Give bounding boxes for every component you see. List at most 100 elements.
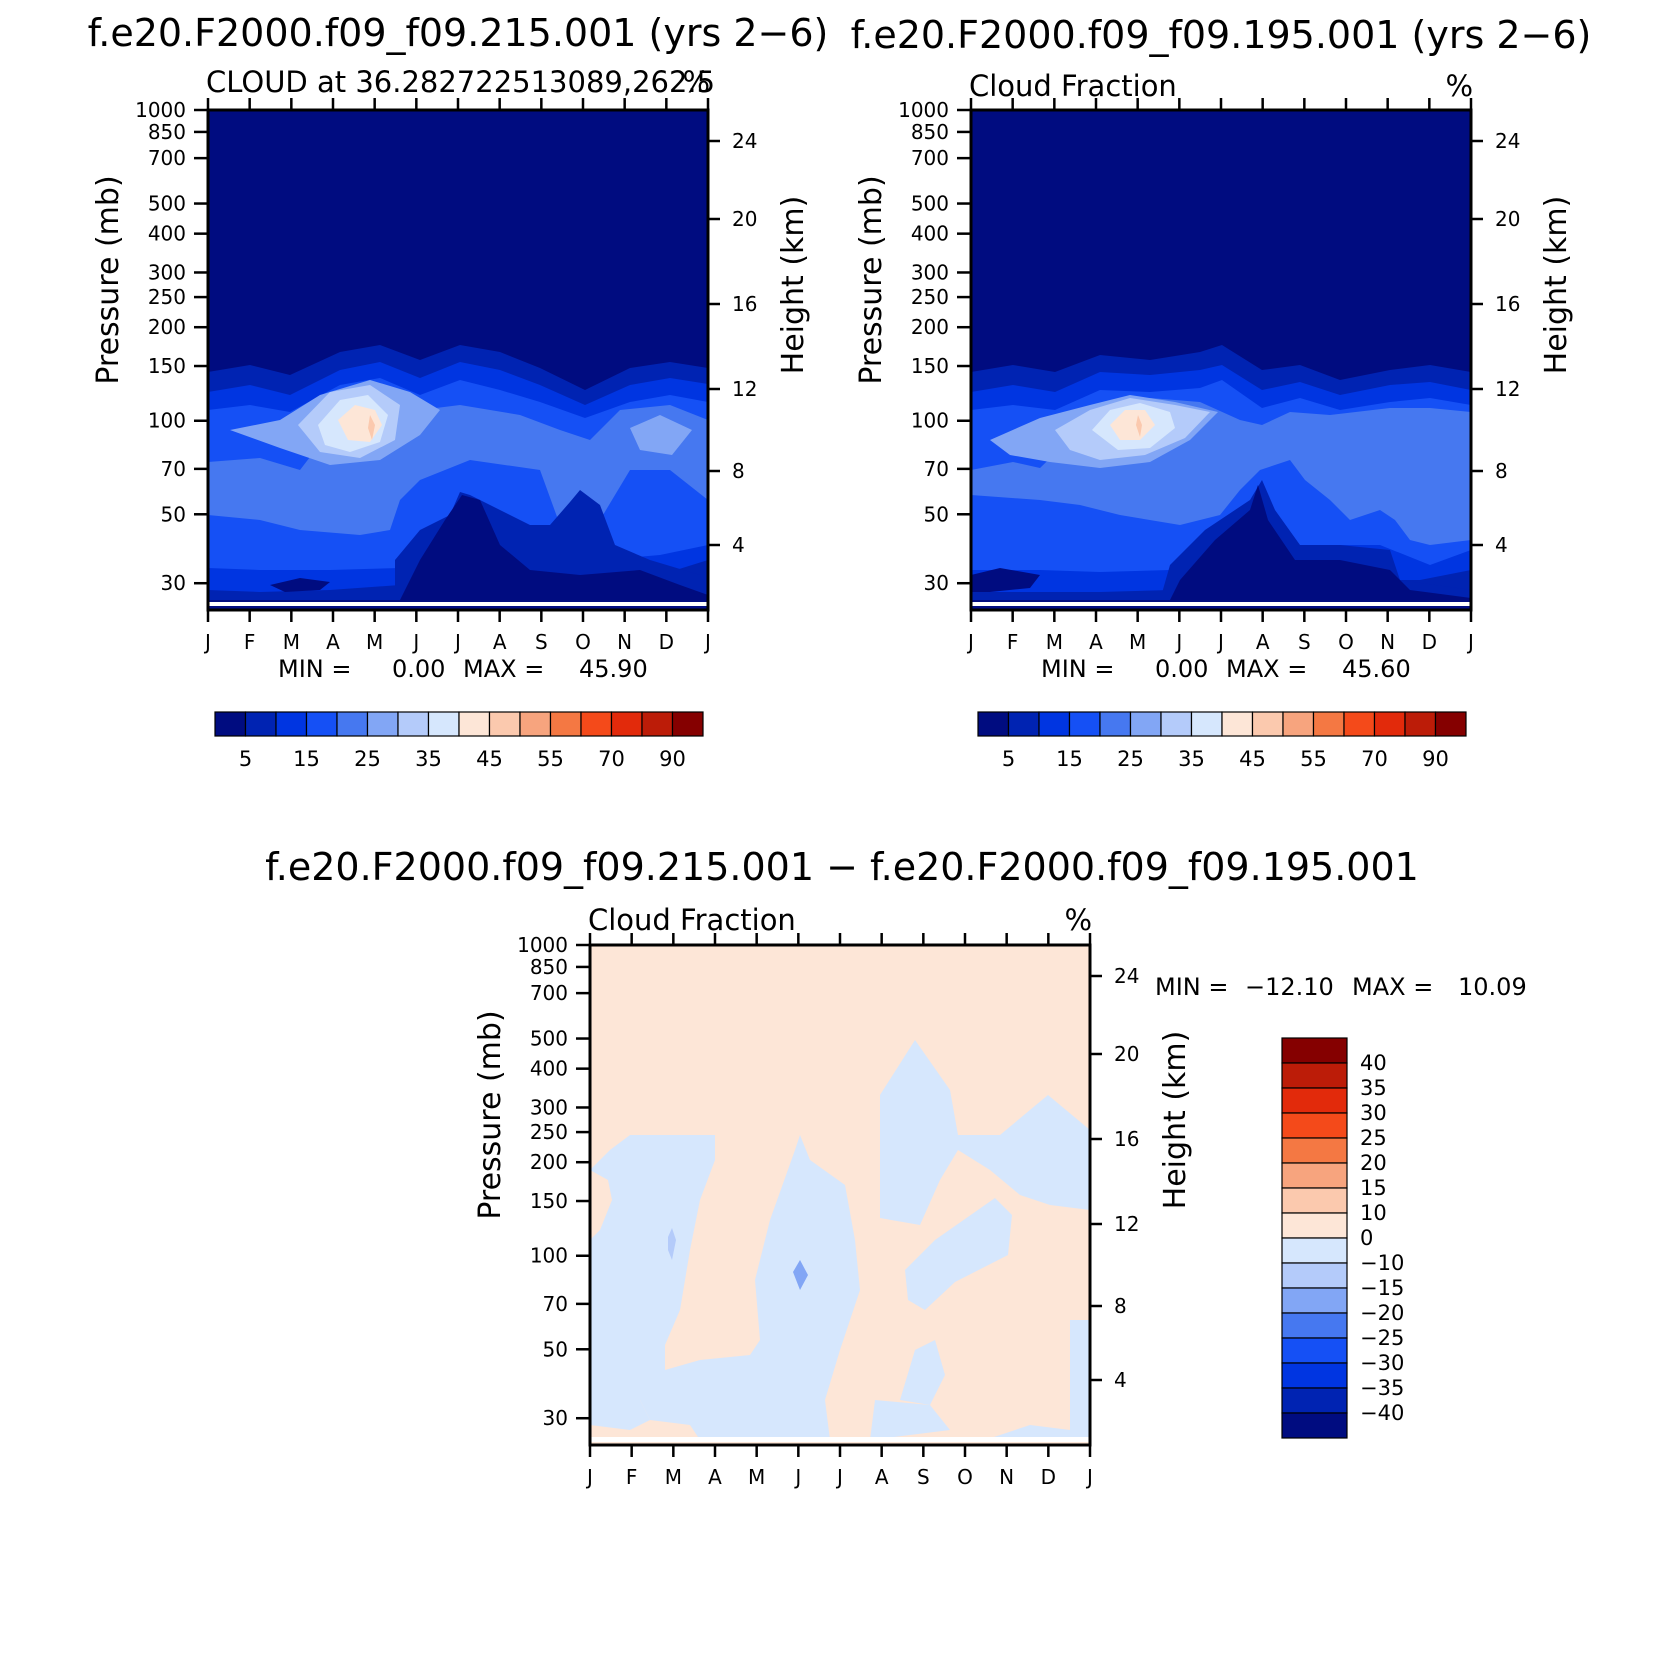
month-label: J xyxy=(793,1465,801,1489)
colorbar-label: −15 xyxy=(1360,1276,1404,1300)
colorbar-box xyxy=(275,711,308,737)
colorbar-box xyxy=(458,711,491,737)
colorbar-box xyxy=(1038,711,1071,737)
month-label: M xyxy=(748,1465,765,1489)
month-label: D xyxy=(1422,630,1437,654)
month-label: O xyxy=(957,1465,973,1489)
height-label: 16 xyxy=(1495,292,1520,316)
panel-3-max-label: MAX = xyxy=(1352,973,1433,1001)
pressure-label: 200 xyxy=(530,1150,568,1174)
colorbar-box xyxy=(397,711,430,737)
y-axis-label: Pressure (mb) xyxy=(854,175,889,384)
pressure-label: 100 xyxy=(530,1244,568,1268)
colorbar-box xyxy=(1281,1262,1348,1289)
panel-1-fill-lowleft xyxy=(270,578,330,592)
colorbar-label: 55 xyxy=(537,747,564,771)
pressure-label: 250 xyxy=(530,1120,568,1144)
month-label: J xyxy=(585,1465,593,1489)
pressure-label: 700 xyxy=(911,146,949,170)
panel-3-fill-neg-4 xyxy=(900,1340,945,1405)
height-label: 4 xyxy=(1495,533,1508,557)
month-label: N xyxy=(999,1465,1014,1489)
panel-3-contours xyxy=(590,945,1090,1445)
colorbar-box xyxy=(1129,711,1162,737)
colorbar-box xyxy=(366,711,399,737)
height-label: 4 xyxy=(732,533,745,557)
month-label: S xyxy=(535,630,548,654)
month-label: F xyxy=(244,630,256,654)
month-label: J xyxy=(203,630,211,654)
panel-2: f.e20.F2000.f09_f09.195.001 (yrs 2−6) Cl… xyxy=(851,13,1592,771)
pressure-label: 200 xyxy=(148,315,186,339)
colorbar-label: 35 xyxy=(1178,747,1205,771)
colorbar-box xyxy=(1281,1187,1348,1214)
panel-2-fill-lowleft xyxy=(971,568,1040,592)
height-label: 20 xyxy=(732,207,757,231)
panel-2-title: f.e20.F2000.f09_f09.195.001 (yrs 2−6) xyxy=(851,13,1592,57)
panel-2-min-value: 0.00 xyxy=(1155,655,1208,683)
colorbar-box xyxy=(1251,711,1284,737)
pressure-label: 300 xyxy=(911,260,949,284)
colorbar-label: 0 xyxy=(1360,1226,1373,1250)
colorbar-box xyxy=(580,711,613,737)
colorbar-label: −10 xyxy=(1360,1251,1404,1275)
colorbar-box xyxy=(1281,1062,1348,1089)
panel-1-fill-9 xyxy=(368,415,375,440)
colorbar-label: 15 xyxy=(1056,747,1083,771)
pressure-label: 500 xyxy=(911,192,949,216)
month-label: D xyxy=(659,630,674,654)
month-label: S xyxy=(1298,630,1311,654)
panel-3-fill-neg-6 xyxy=(985,1320,1090,1440)
colorbar-box xyxy=(1160,711,1193,737)
colorbar-label: 5 xyxy=(1002,747,1015,771)
month-label: J xyxy=(966,630,974,654)
panel-2-contours xyxy=(971,110,1471,610)
panel-3-min-label: MIN = xyxy=(1155,973,1228,1001)
pressure-label: 70 xyxy=(161,457,186,481)
month-label: M xyxy=(1129,630,1146,654)
pressure-label: 700 xyxy=(148,146,186,170)
colorbar-box xyxy=(305,711,338,737)
height-label: 12 xyxy=(732,377,757,401)
colorbar-box xyxy=(641,711,674,737)
panel-3-fill-neg-1 xyxy=(590,1135,860,1440)
colorbar-box xyxy=(977,711,1010,737)
colorbar-label: 25 xyxy=(354,747,381,771)
month-label: A xyxy=(326,630,340,654)
height-label: 16 xyxy=(1114,1127,1139,1151)
month-label: J xyxy=(411,630,419,654)
colorbar-label: −20 xyxy=(1360,1301,1404,1325)
month-label: A xyxy=(1089,630,1103,654)
colorbar-box xyxy=(1281,1412,1348,1439)
colorbar-label: 5 xyxy=(239,747,252,771)
panel-1-fill-lowdarkest xyxy=(400,495,708,600)
colorbar-label: 35 xyxy=(415,747,442,771)
panel-1-fill-5b xyxy=(630,415,692,455)
y-axis-label: Pressure (mb) xyxy=(473,1010,508,1219)
pressure-label: 500 xyxy=(530,1027,568,1051)
panel-1-min-label: MIN = xyxy=(278,655,351,683)
colorbar-label: 40 xyxy=(1360,1051,1387,1075)
panel-1-units: % xyxy=(682,65,710,99)
panel-2-max-value: 45.60 xyxy=(1342,655,1411,683)
month-label: M xyxy=(366,630,383,654)
colorbar-box xyxy=(1068,711,1101,737)
colorbar-label: 15 xyxy=(1360,1176,1387,1200)
colorbar-box xyxy=(1281,1337,1348,1364)
month-label: M xyxy=(283,630,300,654)
month-label: A xyxy=(493,630,507,654)
month-label: N xyxy=(1380,630,1395,654)
pressure-label: 200 xyxy=(911,315,949,339)
colorbar-label: 55 xyxy=(1300,747,1327,771)
pressure-label: 850 xyxy=(148,120,186,144)
panel-1-subtitle: CLOUD at 36.282722513089,262.5 xyxy=(206,65,715,99)
height-label: 12 xyxy=(1495,377,1520,401)
colorbar-box xyxy=(1434,711,1467,737)
panel-1-title: f.e20.F2000.f09_f09.215.001 (yrs 2−6) xyxy=(88,11,829,55)
pressure-label: 70 xyxy=(924,457,949,481)
height-label: 16 xyxy=(732,292,757,316)
pressure-label: 850 xyxy=(911,120,949,144)
pressure-label: 30 xyxy=(161,571,186,595)
